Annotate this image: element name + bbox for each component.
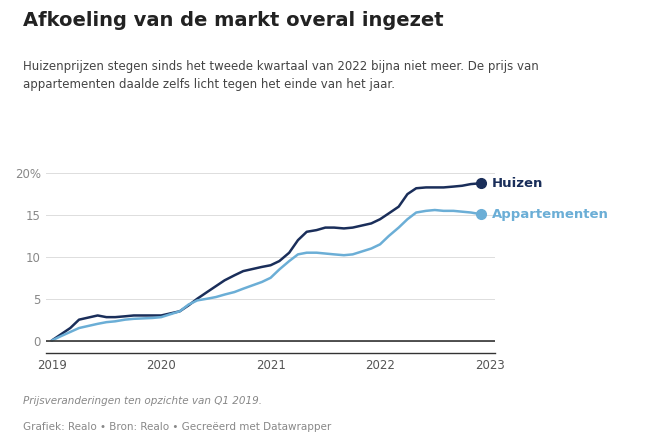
Text: Huizen: Huizen	[492, 177, 543, 190]
Text: Appartementen: Appartementen	[492, 208, 609, 221]
Text: Grafiek: Realo • Bron: Realo • Gecreëerd met Datawrapper: Grafiek: Realo • Bron: Realo • Gecreëerd…	[23, 422, 331, 432]
Text: Afkoeling van de markt overal ingezet: Afkoeling van de markt overal ingezet	[23, 11, 444, 30]
Text: Prijsveranderingen ten opzichte van Q1 2019.: Prijsveranderingen ten opzichte van Q1 2…	[23, 396, 262, 405]
Text: Huizenprijzen stegen sinds het tweede kwartaal van 2022 bijna niet meer. De prij: Huizenprijzen stegen sinds het tweede kw…	[23, 60, 539, 91]
